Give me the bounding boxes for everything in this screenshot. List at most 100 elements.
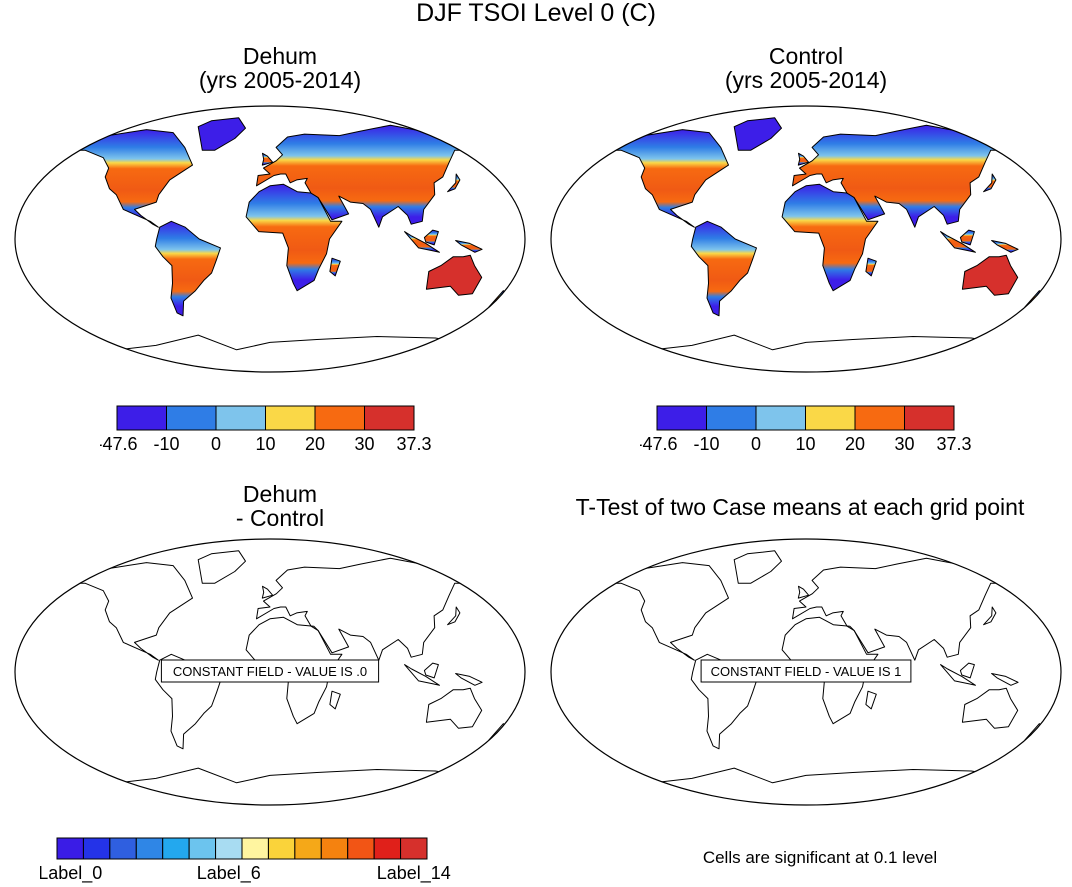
- panel-title-dehum-line2: (yrs 2005-2014): [198, 67, 362, 94]
- colorbar-label: 20: [845, 434, 865, 454]
- colorbar-label: 30: [354, 434, 374, 454]
- landmass-indonesia: [404, 231, 440, 253]
- landmass-japan: [447, 173, 461, 193]
- colorbar-label: Label_14: [377, 863, 451, 884]
- colorbar-swatch: [347, 837, 375, 860]
- colorbar-label: 30: [894, 434, 914, 454]
- colorbar-label: -10: [153, 434, 179, 454]
- landmass-eurasia: [792, 124, 1021, 228]
- colorbar-swatch: [116, 405, 167, 431]
- colorbar-swatch: [320, 837, 349, 860]
- colorbar-swatch: [755, 405, 806, 431]
- landmass-madagascar: [865, 257, 877, 277]
- colorbar-label: Label_0: [40, 863, 102, 884]
- colorbar-swatch: [166, 405, 217, 431]
- landmass-africa: [781, 183, 879, 292]
- colorbar-label: 0: [211, 434, 221, 454]
- panel-title-control-line2: (yrs 2005-2014): [724, 67, 888, 94]
- colorbar-swatch: [215, 837, 243, 860]
- map-frame: [14, 105, 526, 373]
- landmass-madagascar: [329, 690, 341, 710]
- constant-field-label: CONSTANT FIELD - VALUE IS 1: [711, 664, 902, 679]
- landmass-samerica: [154, 220, 221, 317]
- landmass-namerica: [602, 562, 729, 661]
- landmass-indonesia: [404, 664, 440, 686]
- colorbar-swatch: [109, 837, 137, 860]
- panel-title-dehum: Dehum (yrs 2005-2014): [80, 44, 480, 92]
- landmass-australia: [425, 254, 483, 296]
- colorbar-swatch: [267, 837, 296, 860]
- colorbar-label: 10: [255, 434, 275, 454]
- landmass-eurasia: [256, 124, 485, 228]
- colorbar-swatch: [904, 405, 955, 431]
- landmass-madagascar: [329, 257, 341, 277]
- landmass-indonesia: [940, 664, 976, 686]
- constant-field-box: [700, 659, 912, 683]
- colorbar-swatch: [656, 405, 707, 431]
- landmass-uk: [261, 585, 274, 599]
- landmass-uk: [797, 152, 810, 166]
- landmass-antarctica: [600, 767, 1012, 805]
- landmass-newguinea: [455, 240, 483, 253]
- landmass-newguinea: [455, 673, 483, 686]
- landmass-antarctica: [64, 767, 476, 805]
- landmass-madagascar: [865, 690, 877, 710]
- panel-title-control: Control (yrs 2005-2014): [606, 44, 1006, 92]
- colorbar-swatch: [373, 837, 402, 860]
- colorbar-swatch: [241, 837, 269, 860]
- landmass-newguinea: [991, 673, 1019, 686]
- landmass-samerica: [690, 220, 757, 317]
- map-frame: [14, 538, 526, 806]
- landmass-borneo: [423, 662, 439, 679]
- colorbar-swatch: [805, 405, 856, 431]
- colorbar-dehum: -47.6 -10 0 10 20 30 37.3: [100, 405, 432, 454]
- panel-title-difference-line2: - Control: [235, 505, 325, 532]
- colorbar-swatch: [56, 837, 84, 860]
- landmass-borneo: [423, 229, 439, 246]
- landmass-greenland: [733, 117, 782, 151]
- landmass-japan: [983, 606, 997, 626]
- colorbar-label: 37.3: [396, 434, 431, 454]
- landmass-uk: [797, 585, 810, 599]
- colorbar-label: Label_6: [197, 863, 261, 884]
- map-difference: CONSTANT FIELD - VALUE IS .0: [14, 538, 526, 806]
- landmass-eurasia: [256, 557, 485, 661]
- colorbar-swatch: [400, 837, 428, 860]
- landmass-borneo: [959, 662, 975, 679]
- landmass-namerica: [66, 562, 193, 661]
- colorbar-swatch: [162, 837, 190, 860]
- landmass-namerica: [602, 129, 729, 228]
- colorbar-swatch: [265, 405, 316, 431]
- colorbar-label: -47.6: [640, 434, 678, 454]
- map-dehum: [14, 105, 526, 373]
- panel-title-difference-line1: Dehum: [242, 481, 318, 507]
- landmass-australia: [425, 687, 483, 729]
- landmass-uk: [261, 152, 274, 166]
- colorbar-swatch: [294, 837, 322, 860]
- colorbar-control: -47.6 -10 0 10 20 30 37.3: [640, 405, 972, 454]
- colorbar-difference: Label_0 Label_6 Label_14: [40, 837, 451, 884]
- colorbar-label: -47.6: [100, 434, 138, 454]
- figure-title: DJF TSOI Level 0 (C): [416, 0, 656, 27]
- landmass-greenland: [733, 550, 782, 584]
- colorbar-swatch: [314, 405, 365, 431]
- landmass-greenland: [197, 550, 246, 584]
- map-control: [550, 105, 1062, 373]
- map-ttest: CONSTANT FIELD - VALUE IS 1: [550, 538, 1062, 806]
- colorbar-label: 20: [305, 434, 325, 454]
- landmass-eurasia: [792, 557, 1021, 661]
- colorbar-swatch: [188, 837, 217, 860]
- colorbar-swatch: [82, 837, 111, 860]
- colorbar-swatch: [854, 405, 905, 431]
- colorbar-label: 10: [795, 434, 815, 454]
- colorbar-label: -10: [693, 434, 719, 454]
- landmass-greenland: [197, 117, 246, 151]
- landmass-namerica: [66, 129, 193, 228]
- panel-title-control-line1: Control: [768, 43, 844, 69]
- landmass-australia: [961, 254, 1019, 296]
- colorbar-swatch: [135, 837, 164, 860]
- landmass-japan: [983, 173, 997, 193]
- colorbar-swatch: [706, 405, 757, 431]
- landmass-borneo: [959, 229, 975, 246]
- landmass-newguinea: [991, 240, 1019, 253]
